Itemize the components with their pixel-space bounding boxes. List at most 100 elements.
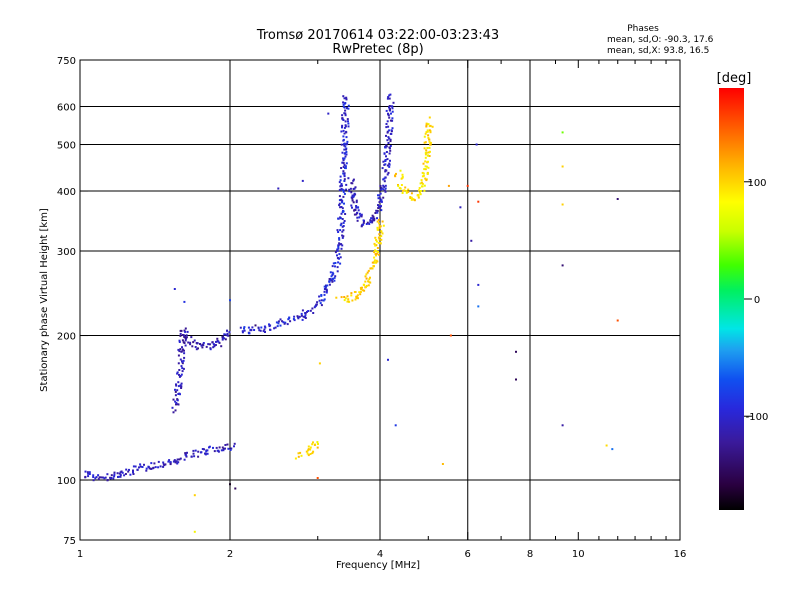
data-point	[341, 230, 344, 233]
data-point	[425, 179, 428, 182]
data-point	[378, 238, 381, 241]
data-point	[192, 341, 195, 344]
data-point	[352, 179, 355, 182]
y-tick-label: 100	[57, 476, 76, 487]
data-point	[360, 213, 363, 216]
data-point	[97, 474, 100, 477]
data-point	[342, 235, 345, 238]
data-point	[388, 97, 391, 100]
data-point	[561, 131, 564, 134]
data-point	[352, 201, 355, 204]
data-point	[425, 165, 428, 168]
data-point	[405, 190, 408, 192]
data-point	[447, 184, 450, 187]
data-point	[429, 124, 432, 127]
data-point	[341, 124, 344, 127]
data-point	[388, 163, 391, 166]
data-point	[355, 206, 358, 209]
data-point	[351, 182, 354, 185]
data-point	[376, 247, 379, 249]
data-point	[88, 471, 91, 474]
data-point	[449, 334, 452, 337]
data-point	[475, 143, 478, 146]
data-point	[419, 193, 422, 196]
data-point	[391, 110, 394, 113]
data-point	[384, 176, 387, 179]
data-point	[162, 465, 165, 468]
data-point	[178, 341, 181, 343]
data-point	[404, 186, 407, 189]
data-point	[145, 469, 148, 472]
data-point	[344, 124, 347, 127]
data-point	[342, 139, 345, 142]
data-point	[401, 175, 404, 178]
data-point	[384, 146, 387, 149]
data-point	[382, 224, 385, 227]
data-point	[375, 240, 378, 243]
data-point	[351, 199, 354, 202]
data-point	[346, 140, 349, 143]
data-point	[182, 367, 185, 370]
data-point	[383, 177, 386, 180]
data-point	[301, 179, 304, 182]
data-point	[369, 219, 372, 222]
y-tick-label: 500	[57, 141, 76, 152]
data-point	[113, 473, 116, 476]
data-point	[193, 530, 196, 533]
data-point	[340, 212, 343, 215]
data-point	[340, 296, 343, 299]
data-point	[175, 383, 177, 386]
data-point	[343, 192, 346, 195]
data-point	[366, 271, 369, 274]
data-point	[360, 215, 363, 218]
data-point	[399, 169, 402, 172]
data-point	[343, 202, 345, 205]
data-point	[362, 223, 365, 226]
data-point	[286, 323, 289, 326]
data-point	[352, 178, 355, 181]
data-point	[355, 295, 358, 298]
data-point	[410, 192, 413, 195]
data-point	[376, 228, 379, 231]
data-point	[178, 373, 180, 376]
data-point	[292, 318, 295, 320]
data-point	[251, 326, 254, 329]
data-point	[383, 152, 386, 155]
x-tick-label: 10	[572, 549, 585, 560]
data-point	[379, 206, 382, 209]
data-point	[342, 162, 345, 164]
data-point	[241, 330, 244, 333]
data-point	[362, 221, 365, 224]
data-point	[391, 119, 394, 122]
data-point	[340, 167, 343, 169]
data-point	[180, 373, 183, 376]
data-point	[311, 307, 314, 310]
data-point	[193, 494, 196, 497]
colorbar-label: [deg]	[717, 71, 752, 86]
data-point	[375, 254, 377, 257]
data-point	[199, 343, 201, 345]
data-point	[318, 362, 321, 365]
data-point	[263, 325, 266, 328]
data-point	[342, 159, 345, 162]
data-point	[418, 187, 421, 189]
data-point	[375, 244, 378, 247]
data-point	[141, 466, 144, 468]
data-point	[320, 294, 323, 296]
data-point	[422, 172, 425, 175]
data-point	[341, 236, 344, 239]
data-point	[561, 264, 564, 267]
data-point	[402, 189, 404, 192]
data-point	[339, 262, 342, 265]
data-point	[379, 225, 382, 228]
data-point	[329, 278, 332, 281]
data-point	[323, 285, 326, 288]
data-point	[421, 182, 424, 185]
stats-header: Phases	[627, 24, 659, 34]
data-point	[418, 189, 420, 192]
data-point	[410, 198, 413, 201]
data-point	[371, 261, 374, 264]
data-point	[331, 274, 334, 276]
data-point	[347, 177, 350, 180]
data-point	[343, 172, 346, 175]
